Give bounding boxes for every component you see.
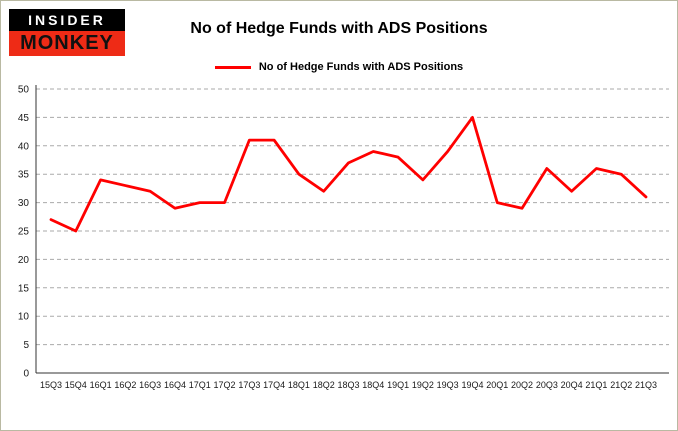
y-tick-label: 30	[18, 198, 30, 209]
y-tick-label: 20	[18, 255, 30, 266]
x-tick-label: 16Q1	[90, 380, 112, 390]
x-tick-label: 17Q4	[263, 380, 285, 390]
x-tick-label: 20Q1	[486, 380, 508, 390]
x-tick-label: 18Q2	[313, 380, 335, 390]
x-tick-label: 16Q3	[139, 380, 161, 390]
x-tick-label: 15Q4	[65, 380, 87, 390]
y-tick-label: 40	[18, 141, 30, 152]
x-tick-label: 20Q4	[561, 380, 583, 390]
x-tick-label: 17Q1	[189, 380, 211, 390]
x-tick-label: 19Q2	[412, 380, 434, 390]
x-tick-label: 18Q4	[362, 380, 384, 390]
x-tick-label: 19Q3	[437, 380, 459, 390]
legend-label: No of Hedge Funds with ADS Positions	[258, 61, 464, 73]
x-tick-label: 18Q3	[337, 380, 359, 390]
hedge-funds-line-chart: 0 5 10 15 20 25 30 35 40 45 50 15Q3 15Q4 16Q1 16Q2 16Q3…	[18, 85, 669, 390]
x-tick-label: 16Q4	[164, 380, 186, 390]
x-tick-label: 19Q1	[387, 380, 409, 390]
logo-insider-text: INSIDER	[9, 9, 125, 31]
y-tick-label: 25	[18, 227, 30, 238]
y-tick-label: 50	[18, 85, 30, 96]
x-tick-label: 21Q1	[585, 380, 607, 390]
y-tick-label: 45	[18, 113, 30, 124]
x-tick-label: 15Q3	[40, 380, 62, 390]
y-tick-label: 35	[18, 170, 30, 181]
x-tick-label: 17Q2	[214, 380, 236, 390]
insider-monkey-logo: INSIDER MONKEY	[9, 9, 125, 56]
y-tick-label: 5	[23, 340, 29, 351]
logo-monkey-text: MONKEY	[9, 31, 125, 56]
legend-line-swatch	[214, 65, 251, 69]
x-tick-label: 16Q2	[114, 380, 136, 390]
y-tick-label: 0	[23, 369, 29, 380]
x-tick-label: 21Q3	[635, 380, 657, 390]
x-tick-label: 17Q3	[238, 380, 260, 390]
x-tick-label: 21Q2	[610, 380, 632, 390]
x-tick-label: 18Q1	[288, 380, 310, 390]
y-tick-label: 15	[18, 283, 30, 294]
x-tick-label: 19Q4	[461, 380, 483, 390]
series-line-hedge-funds	[49, 116, 648, 233]
chart-legend: No of Hedge Funds with ADS Positions	[1, 61, 677, 73]
x-tick-label: 20Q2	[511, 380, 533, 390]
chart-title: No of Hedge Funds with ADS Positions	[190, 20, 488, 37]
x-tick-label: 20Q3	[536, 380, 558, 390]
y-tick-label: 10	[18, 312, 30, 323]
